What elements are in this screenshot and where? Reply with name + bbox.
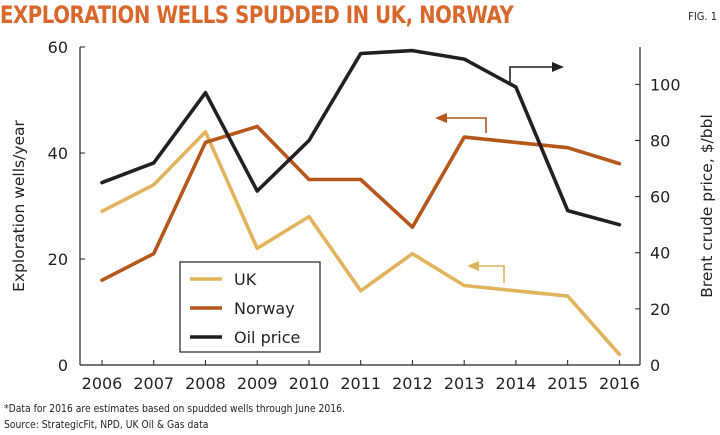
legend: UK Norway Oil price xyxy=(179,261,321,353)
chart-title: EXPLORATION WELLS SPUDDED IN UK, NORWAY xyxy=(0,1,514,29)
oil-axis-arrowhead xyxy=(552,62,564,72)
y2-axis-label: Brent crude price, $/bbl xyxy=(698,114,716,298)
annotations xyxy=(435,62,564,283)
y2-tick-label: 100 xyxy=(650,75,681,94)
y-tick-label: 60 xyxy=(48,38,68,57)
x-tick-label: 2008 xyxy=(185,374,226,393)
source-note: Source: StrategicFit, NPD, UK Oil & Gas … xyxy=(4,419,209,431)
y2-tick-label: 20 xyxy=(650,300,670,319)
y2-tick-label: 60 xyxy=(650,188,670,207)
y2-tick-label: 0 xyxy=(650,356,660,375)
x-tick-label: 2012 xyxy=(392,374,433,393)
x-tick-label: 2013 xyxy=(444,374,485,393)
x-tick-label: 2007 xyxy=(133,374,174,393)
x-tick-label: 2014 xyxy=(496,374,537,393)
uk-axis-arrowhead xyxy=(467,261,479,271)
y2-tick-label: 80 xyxy=(650,131,670,150)
oil-axis-arrow xyxy=(509,66,553,84)
series-line-oil-price xyxy=(100,48,622,227)
y-tick-label: 0 xyxy=(58,356,68,375)
legend-label: UK xyxy=(234,270,257,289)
chart: 0 20 40 60 0 20 40 60 80 100 2006 2007 2008 2009 2010 2… xyxy=(10,38,716,393)
series-layer xyxy=(100,48,622,357)
y-tick-label: 40 xyxy=(48,144,68,163)
y-axis-label: Exploration wells/year xyxy=(10,119,28,291)
x-tick-label: 2011 xyxy=(340,374,381,393)
x-tick-label: 2015 xyxy=(547,374,588,393)
norway-axis-arrowhead xyxy=(435,113,447,123)
legend-label: Norway xyxy=(234,299,295,318)
x-tick-label: 2010 xyxy=(289,374,330,393)
x-tick-label: 2009 xyxy=(237,374,278,393)
x-tick-label: 2016 xyxy=(599,374,640,393)
series-line-norway xyxy=(100,124,622,283)
y2-tick-label: 40 xyxy=(650,244,670,263)
figure-label: FIG. 1 xyxy=(688,10,717,23)
x-tick-label: 2006 xyxy=(82,374,123,393)
y-tick-label: 20 xyxy=(48,250,68,269)
series-line-uk xyxy=(100,130,622,357)
axes: 0 20 40 60 0 20 40 60 80 100 2006 2007 2008 2009 2010 2… xyxy=(10,38,716,393)
norway-axis-arrow xyxy=(446,117,487,133)
uk-axis-arrow xyxy=(478,265,505,283)
legend-label: Oil price xyxy=(234,328,300,347)
footnote: *Data for 2016 are estimates based on sp… xyxy=(4,403,345,415)
